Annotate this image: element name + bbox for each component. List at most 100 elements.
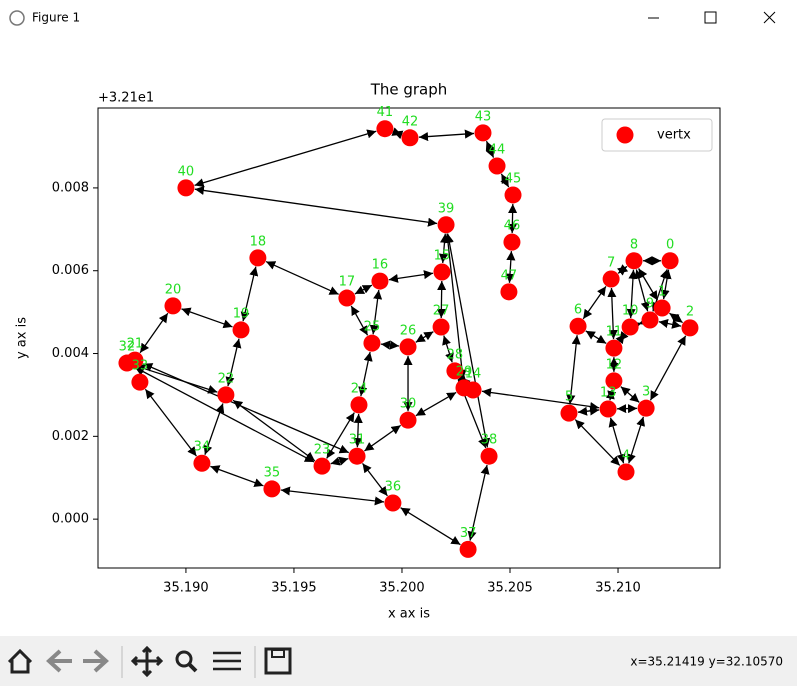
status-coordinates: x=35.21419 y=32.10570 xyxy=(630,655,783,669)
vertex xyxy=(637,399,655,417)
home-button[interactable] xyxy=(7,648,33,674)
maximize-button[interactable] xyxy=(704,11,717,24)
vertex xyxy=(602,270,620,288)
vertex-label: 36 xyxy=(385,479,402,494)
vertex xyxy=(177,179,195,197)
vertex-label: 39 xyxy=(438,201,455,216)
vertex-label: 19 xyxy=(233,306,250,321)
y-axis-label: y ax is xyxy=(15,317,30,359)
edge xyxy=(442,335,454,363)
edge xyxy=(353,413,363,448)
vertex-label: 23 xyxy=(314,443,331,458)
vertex-label: 15 xyxy=(434,248,451,263)
vertex-label: 7 xyxy=(607,255,615,270)
zoom-handle xyxy=(187,662,198,673)
edge xyxy=(620,386,640,403)
vertex xyxy=(605,339,623,357)
edge xyxy=(391,127,404,140)
back-button[interactable] xyxy=(46,649,72,673)
edge xyxy=(380,340,400,350)
vertex-label: 14 xyxy=(465,366,482,381)
x-tick-label: 35.190 xyxy=(163,581,209,596)
x-tick-label: 35.205 xyxy=(487,581,533,596)
edge xyxy=(500,173,510,188)
vertex-label: 24 xyxy=(351,381,368,396)
app-icon xyxy=(9,10,25,26)
edge xyxy=(485,140,495,158)
chart-title: The graph xyxy=(370,81,448,99)
edge xyxy=(330,456,349,466)
vertex-label: 40 xyxy=(178,164,195,179)
vertex-label: 25 xyxy=(364,320,381,335)
edge xyxy=(354,284,373,295)
edge xyxy=(577,406,600,416)
x-axis-label: x ax is xyxy=(388,607,430,622)
edge xyxy=(574,419,621,466)
vertex-label: 3 xyxy=(642,385,650,400)
edge xyxy=(388,270,434,283)
y-tick-label: 0.000 xyxy=(52,512,89,527)
legend: vertx xyxy=(601,118,713,152)
edge xyxy=(181,307,233,329)
zoom-button[interactable] xyxy=(175,650,193,668)
vertex xyxy=(681,319,699,337)
vertex-label: 44 xyxy=(489,142,506,157)
vertex xyxy=(621,318,639,336)
vertex xyxy=(401,129,419,147)
vertex-label: 12 xyxy=(606,357,623,372)
pan-button[interactable] xyxy=(130,645,164,678)
vertex-label: 41 xyxy=(377,105,394,120)
vertex xyxy=(488,157,506,175)
vertex-label: 10 xyxy=(622,304,639,319)
edge xyxy=(507,203,518,234)
vertex xyxy=(455,379,473,397)
edge xyxy=(210,465,264,487)
vertex xyxy=(164,297,182,315)
vertex xyxy=(599,400,617,418)
vertex xyxy=(617,463,635,481)
vertex-label: 5 xyxy=(565,390,573,405)
vertex xyxy=(480,447,498,465)
edge xyxy=(358,351,373,397)
edge xyxy=(505,251,516,283)
edge xyxy=(627,416,646,464)
y-tick-label: 0.008 xyxy=(52,180,89,195)
vertex xyxy=(661,252,679,270)
vertex-label: 1 xyxy=(658,284,666,299)
legend-marker xyxy=(616,126,634,144)
y-tick-label: 0.002 xyxy=(52,429,89,444)
vertex xyxy=(399,338,417,356)
vertex xyxy=(503,233,521,251)
vertex xyxy=(338,289,356,307)
edge xyxy=(566,335,581,405)
forward-button[interactable] xyxy=(83,649,109,673)
vertex xyxy=(193,454,211,472)
edge xyxy=(240,266,259,322)
vertex-label: 47 xyxy=(501,268,518,283)
vertex-label: 32 xyxy=(119,340,136,355)
y-offset-label: +3.21e1 xyxy=(98,91,154,106)
vertex-label: 28 xyxy=(447,347,464,362)
edge xyxy=(232,399,316,462)
edge xyxy=(649,335,687,401)
vertex xyxy=(605,372,623,390)
close-button[interactable] xyxy=(763,11,776,24)
vertex xyxy=(437,216,455,234)
edge xyxy=(194,129,377,188)
vertex-label: 20 xyxy=(165,282,182,297)
vertex xyxy=(371,272,389,290)
vertex-label: 4 xyxy=(622,448,630,463)
edge xyxy=(467,464,490,541)
edge xyxy=(418,129,475,142)
edge xyxy=(350,305,369,336)
vertex xyxy=(313,457,331,475)
edge xyxy=(631,316,649,331)
vertex xyxy=(249,249,267,267)
configure-button[interactable] xyxy=(213,651,241,671)
vertex-label: 27 xyxy=(433,304,450,319)
vertex xyxy=(569,317,587,335)
vertex-label: 45 xyxy=(505,171,522,186)
vertex-label: 17 xyxy=(339,275,356,290)
vertex-label: 31 xyxy=(349,433,366,448)
